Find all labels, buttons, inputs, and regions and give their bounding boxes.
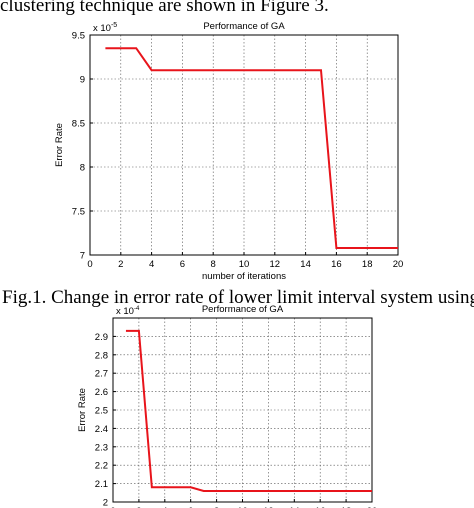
- x-tick-label: 10: [239, 259, 250, 270]
- y-tick-label: 2.1: [95, 479, 108, 490]
- data-line: [125, 329, 372, 492]
- y-tick-label: 2.3: [95, 442, 108, 453]
- x-axis-label: number of iterations: [202, 271, 286, 282]
- y-axis-label: Error Rate: [77, 388, 88, 432]
- x-tick-label: 16: [331, 259, 342, 270]
- exponent-base: x 10: [116, 306, 134, 317]
- caption: Fig.1. Change in error rate of lower lim…: [2, 287, 474, 308]
- y-tick-label: 9: [80, 75, 85, 86]
- x-tick-label: 20: [393, 259, 404, 270]
- y-tick-label: 8.5: [72, 119, 85, 130]
- y-tick-label: 2.2: [95, 461, 108, 472]
- exponent-base: x 10: [93, 23, 111, 34]
- x-tick-label: 8: [214, 506, 219, 508]
- x-tick-label: 18: [341, 506, 352, 508]
- y-axis-label: Error Rate: [54, 123, 65, 167]
- x-tick-label: 12: [270, 259, 281, 270]
- exponent-power: -5: [111, 22, 117, 29]
- data-line: [105, 47, 398, 249]
- x-tick-label: 8: [211, 259, 216, 270]
- plot-frame: [89, 34, 399, 256]
- y-tick-label: 2.8: [95, 350, 108, 361]
- x-tick-label: 10: [237, 506, 248, 508]
- x-tick-label: 6: [188, 506, 193, 508]
- x-tick-label: 16: [315, 506, 326, 508]
- y-tick-label: 2: [103, 498, 108, 508]
- x-tick-label: 6: [180, 259, 185, 270]
- y-tick-label: 9.5: [72, 31, 85, 42]
- x-tick-label: 0: [87, 259, 92, 270]
- exponent-power: -4: [134, 306, 140, 312]
- x-tick-label: 2: [118, 259, 123, 270]
- x-tick-label: 12: [263, 506, 274, 508]
- x-tick-label: 14: [289, 506, 300, 508]
- paragraph: clustering technique are shown in Figure…: [0, 0, 329, 16]
- axis-exponent: x 10-5: [93, 22, 117, 34]
- y-tick-label: 2.5: [95, 406, 108, 417]
- x-tick-label: 4: [149, 259, 154, 270]
- x-tick-label: 20: [367, 506, 378, 508]
- x-tick-label: 18: [362, 259, 373, 270]
- chart-title: Performance of GA: [202, 304, 284, 315]
- axis-exponent: x 10-4: [116, 306, 140, 317]
- y-tick-label: 7.5: [72, 207, 85, 218]
- x-tick-label: 14: [300, 259, 311, 270]
- plot-frame: [112, 317, 373, 503]
- y-tick-label: 2.4: [95, 424, 108, 435]
- y-tick-label: 2.9: [95, 332, 108, 343]
- x-tick-label: 4: [162, 506, 167, 508]
- chart-title: Performance of GA: [203, 21, 285, 32]
- y-tick-label: 7: [80, 251, 85, 262]
- x-tick-label: 2: [136, 506, 141, 508]
- y-tick-label: 2.7: [95, 369, 108, 380]
- y-tick-label: 8: [80, 163, 85, 174]
- x-tick-label: 0: [110, 506, 115, 508]
- y-tick-label: 2.6: [95, 387, 108, 398]
